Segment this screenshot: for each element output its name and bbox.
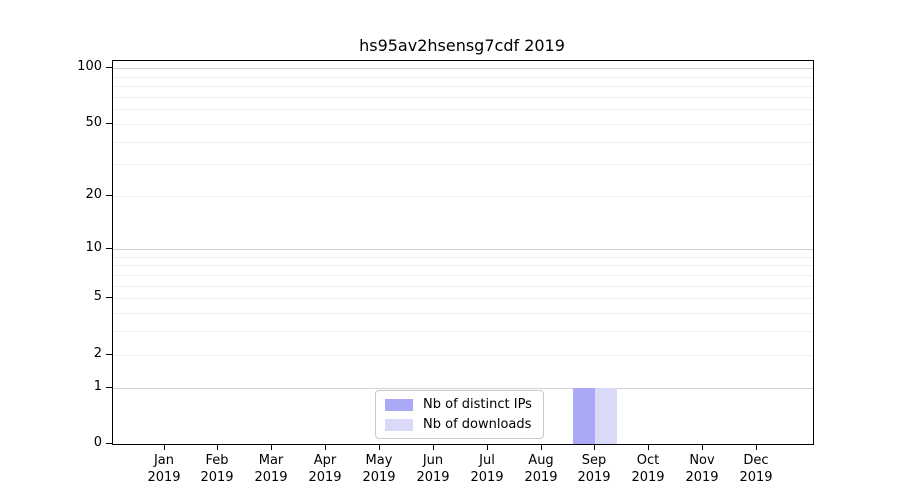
- y-tick-mark: [106, 123, 112, 124]
- x-tick-month: Aug: [528, 453, 554, 468]
- x-tick-mark: [325, 444, 326, 450]
- y-tick-label: 1: [93, 379, 102, 394]
- x-tick-month: Apr: [313, 453, 337, 468]
- legend-swatch-downloads: [385, 418, 413, 431]
- x-tick-month: Jan: [153, 453, 175, 468]
- y-tick-label: 10: [85, 240, 102, 255]
- y-tick-label: 100: [77, 59, 102, 74]
- gridline-minor: [113, 256, 813, 258]
- gridline-minor: [113, 265, 813, 267]
- gridline-minor: [113, 298, 813, 300]
- x-tick-mark: [648, 444, 649, 450]
- y-tick-mark: [106, 195, 112, 196]
- gridline-minor: [113, 274, 813, 276]
- gridline-major: [113, 248, 813, 250]
- x-tick-label: May 2019: [347, 452, 411, 486]
- x-tick-label: Jul 2019: [455, 452, 519, 486]
- chart-title: hs95av2hsensg7cdf 2019: [359, 36, 565, 55]
- x-tick-label: Mar 2019: [239, 452, 303, 486]
- plot-area: Nb of distinct IPs Nb of downloads: [112, 60, 814, 445]
- gridline-minor: [113, 354, 813, 356]
- x-tick-month: Jun: [422, 453, 444, 468]
- x-tick-mark: [702, 444, 703, 450]
- y-tick-mark: [106, 297, 112, 298]
- x-tick-label: Jun 2019: [401, 452, 465, 486]
- bar-downloads: [595, 387, 618, 444]
- x-tick-month: Sep: [581, 453, 607, 468]
- legend: Nb of distinct IPs Nb of downloads: [375, 390, 544, 439]
- gridline-minor: [113, 109, 813, 111]
- x-tick-mark: [756, 444, 757, 450]
- x-tick-year: 2019: [577, 470, 611, 485]
- y-tick-label: 2: [93, 346, 102, 361]
- x-tick-month: Feb: [205, 453, 229, 468]
- y-tick-mark: [106, 354, 112, 355]
- y-tick-mark: [106, 248, 112, 249]
- x-tick-mark: [433, 444, 434, 450]
- gridline-minor: [113, 141, 813, 143]
- x-tick-month: Jul: [479, 453, 495, 468]
- legend-label-downloads: Nb of downloads: [423, 417, 532, 432]
- x-tick-year: 2019: [416, 470, 450, 485]
- y-tick-label: 20: [85, 187, 102, 202]
- y-tick-label: 0: [93, 435, 102, 450]
- x-tick-year: 2019: [524, 470, 558, 485]
- x-tick-year: 2019: [254, 470, 288, 485]
- x-tick-year: 2019: [362, 470, 396, 485]
- x-tick-year: 2019: [308, 470, 342, 485]
- x-tick-mark: [487, 444, 488, 450]
- gridline-minor: [113, 86, 813, 88]
- x-tick-year: 2019: [470, 470, 504, 485]
- x-tick-label: Feb 2019: [185, 452, 249, 486]
- gridline-minor: [113, 96, 813, 98]
- gridline-minor: [113, 196, 813, 198]
- x-tick-label: Oct 2019: [616, 452, 680, 486]
- x-tick-month: Dec: [743, 453, 769, 468]
- bar-distinct-ips: [573, 387, 596, 444]
- y-tick-label: 5: [93, 289, 102, 304]
- gridline-minor: [113, 331, 813, 333]
- x-tick-year: 2019: [631, 470, 665, 485]
- legend-label-distinct-ips: Nb of distinct IPs: [423, 397, 532, 412]
- x-tick-month: May: [365, 453, 393, 468]
- x-tick-mark: [164, 444, 165, 450]
- x-tick-month: Mar: [258, 453, 284, 468]
- x-tick-mark: [541, 444, 542, 450]
- x-tick-mark: [594, 444, 595, 450]
- y-tick-mark: [106, 443, 112, 444]
- x-tick-mark: [379, 444, 380, 450]
- x-tick-label: Nov 2019: [670, 452, 734, 486]
- x-tick-month: Nov: [689, 453, 715, 468]
- gridline-minor: [113, 76, 813, 78]
- legend-item-downloads: Nb of downloads: [385, 417, 532, 432]
- x-tick-year: 2019: [685, 470, 719, 485]
- x-tick-month: Oct: [636, 453, 660, 468]
- x-tick-year: 2019: [200, 470, 234, 485]
- x-tick-year: 2019: [739, 470, 773, 485]
- x-tick-label: Aug 2019: [509, 452, 573, 486]
- x-tick-mark: [271, 444, 272, 450]
- y-tick-mark: [106, 67, 112, 68]
- x-tick-label: Dec 2019: [724, 452, 788, 486]
- legend-item-distinct-ips: Nb of distinct IPs: [385, 397, 532, 412]
- x-tick-label: Apr 2019: [293, 452, 357, 486]
- x-tick-mark: [217, 444, 218, 450]
- gridline-major: [113, 68, 813, 70]
- x-tick-label: Jan 2019: [132, 452, 196, 486]
- x-tick-label: Sep 2019: [562, 452, 626, 486]
- x-tick-year: 2019: [147, 470, 181, 485]
- y-tick-label: 50: [85, 115, 102, 130]
- gridline-major: [113, 387, 813, 389]
- gridline-minor: [113, 164, 813, 166]
- gridline-minor: [113, 123, 813, 125]
- legend-swatch-distinct-ips: [385, 398, 413, 411]
- y-tick-mark: [106, 387, 112, 388]
- gridline-minor: [113, 312, 813, 314]
- gridline-minor: [113, 285, 813, 287]
